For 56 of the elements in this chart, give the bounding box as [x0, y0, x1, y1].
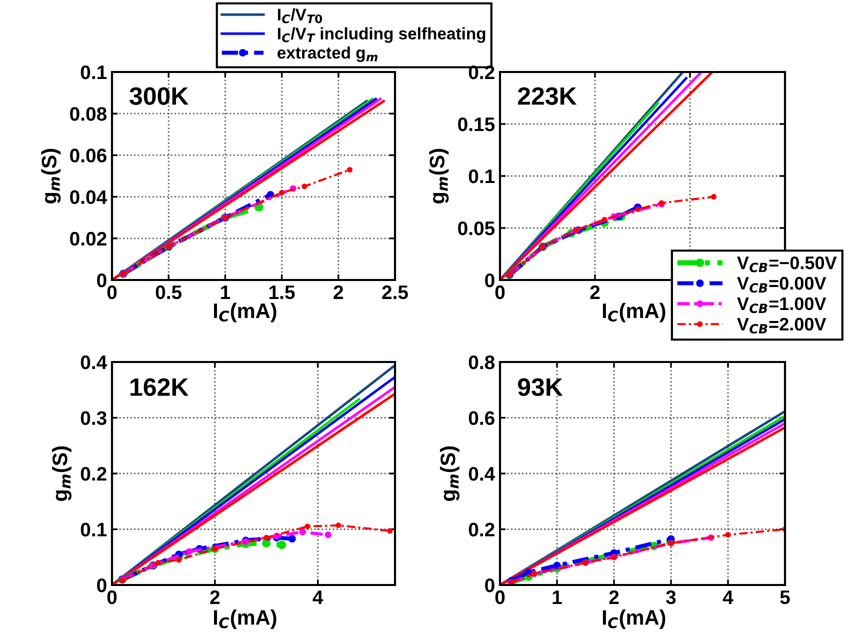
- x-tick-label: 4: [722, 590, 734, 604]
- y-tick-label: 0: [485, 273, 494, 288]
- y-tick-label: 0.3: [80, 411, 106, 426]
- y-tick-label: 0.15: [458, 117, 495, 132]
- y-tick-label: 0.05: [458, 221, 495, 236]
- y-tick-label: 0.02: [70, 232, 106, 246]
- x-tick-label: 2: [210, 590, 220, 604]
- x-tick-label: 2.5: [382, 285, 408, 300]
- y-tick-label: 0.8: [468, 355, 495, 370]
- legend-label: V$_{CB}$=1.00V: [737, 297, 826, 314]
- legend-label: I$_{C}$/V$_{T}$ including selfheating: [278, 27, 486, 43]
- x-tick-label: 4: [312, 590, 324, 604]
- y-tick-label: 0: [97, 578, 106, 592]
- x-tick-label: 1: [552, 590, 562, 604]
- y-axis-title: g$_{m}$(S): [440, 446, 460, 501]
- x-tick-label: 3: [666, 590, 676, 604]
- x-tick-label: 0: [495, 285, 505, 300]
- annotation: 223K: [518, 87, 577, 105]
- x-tick-label: 0: [107, 285, 117, 300]
- x-tick-label: 0: [107, 590, 117, 604]
- annotation: 162K: [130, 378, 189, 396]
- y-axis-title: g$_{m}$(S): [41, 148, 61, 204]
- legend-label: V$_{CB}$=2.00V: [737, 318, 826, 334]
- x-tick-label: 1.5: [270, 286, 295, 300]
- x-tick-label: 5: [780, 590, 790, 604]
- y-tick-label: 0: [97, 273, 106, 288]
- y-tick-label: 0.6: [468, 411, 494, 425]
- y-tick-label: 0.2: [80, 466, 106, 481]
- annotation: 300K: [130, 87, 189, 105]
- y-tick-label: 0.1: [80, 522, 107, 536]
- y-tick-label: 0.04: [70, 190, 108, 204]
- y-tick-label: 0.4: [468, 466, 496, 481]
- x-axis-title: I$_{C}$(mA): [602, 610, 666, 629]
- annotation: 93K: [518, 378, 563, 396]
- y-axis-title: g$_{m}$(S): [429, 148, 449, 204]
- x-tick-label: 0: [495, 590, 505, 604]
- y-axis-title: g$_{m}$(S): [52, 446, 72, 501]
- y-tick-label: 0.08: [70, 107, 107, 121]
- legend-label: V$_{CB}$=−0.50V: [737, 256, 837, 272]
- legend-label: I$_{C}$/V$_{T0}$: [278, 8, 322, 24]
- y-tick-label: 0.06: [70, 148, 106, 162]
- y-tick-label: 0: [485, 578, 494, 592]
- y-tick-label: 0.1: [468, 169, 495, 184]
- legend-label: V$_{CB}$=0.00V: [737, 276, 826, 293]
- y-tick-label: 0.1: [80, 65, 107, 80]
- x-tick-label: 1: [221, 286, 230, 299]
- x-tick-label: 2: [334, 285, 344, 299]
- legend-label: extracted g$_{m}$: [278, 46, 378, 62]
- y-tick-label: 0.4: [80, 355, 108, 370]
- x-tick-label: 2: [590, 285, 600, 299]
- x-axis-title: I$_{C}$(mA): [214, 610, 276, 629]
- y-tick-label: 0.2: [468, 522, 494, 536]
- x-axis-title: I$_{C}$(mA): [602, 302, 666, 322]
- x-tick-label: 0.5: [156, 285, 182, 300]
- x-axis-title: I$_{C}$(mA): [214, 302, 276, 322]
- x-tick-label: 2: [609, 590, 619, 604]
